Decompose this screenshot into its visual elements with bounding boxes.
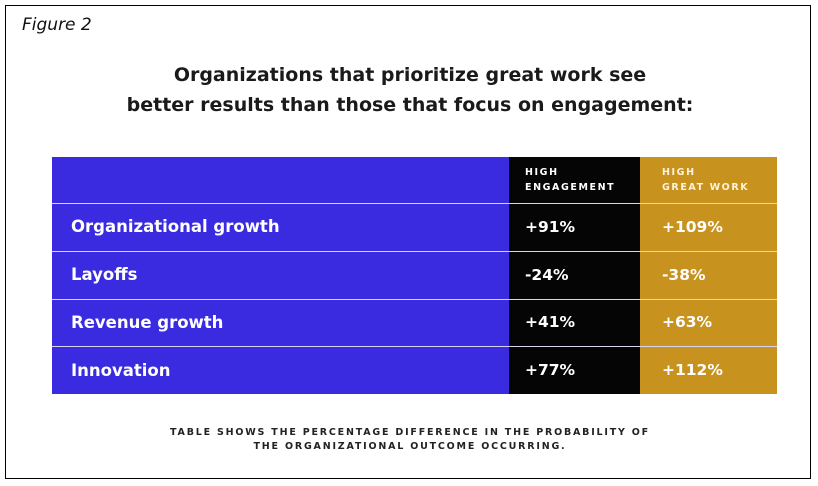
footnote-line-1: TABLE SHOWS THE PERCENTAGE DIFFERENCE IN… [170,427,650,438]
great-work-value: -38% [640,250,777,299]
great-work-value: +112% [640,346,777,394]
row-label: Organizational growth [52,203,509,251]
row-divider [52,346,777,348]
engagement-value: +91% [509,203,640,251]
row-label: Revenue growth [52,298,509,347]
row-divider [52,298,777,300]
row-label: Layoffs [52,250,509,299]
header-great-work-line-1: HIGH [662,167,696,178]
great-work-value: +109% [640,203,777,251]
great-work-value: +63% [640,298,777,347]
header-engagement-line-2: ENGAGEMENT [525,182,616,193]
engagement-value: +41% [509,298,640,347]
header-engagement-line-1: HIGH [525,167,559,178]
figure-label: Figure 2 [22,15,92,35]
results-table: HIGH ENGAGEMENT HIGH GREAT WORK Organiza… [52,157,777,394]
row-label: Innovation [52,346,509,394]
header-great-work-line-2: GREAT WORK [662,182,750,193]
table-header-great-work: HIGH GREAT WORK [640,157,777,203]
engagement-value: -24% [509,250,640,299]
chart-title-line-1: Organizations that prioritize great work… [173,64,647,86]
footnote-line-2: THE ORGANIZATIONAL OUTCOME OCCURRING. [253,441,567,452]
table-header-label-cell [52,157,509,203]
engagement-value: +77% [509,346,640,394]
table-header-engagement: HIGH ENGAGEMENT [509,157,640,203]
row-divider [52,203,777,204]
chart-title-line-2: better results than those that focus on … [126,94,694,116]
row-divider [52,250,777,252]
